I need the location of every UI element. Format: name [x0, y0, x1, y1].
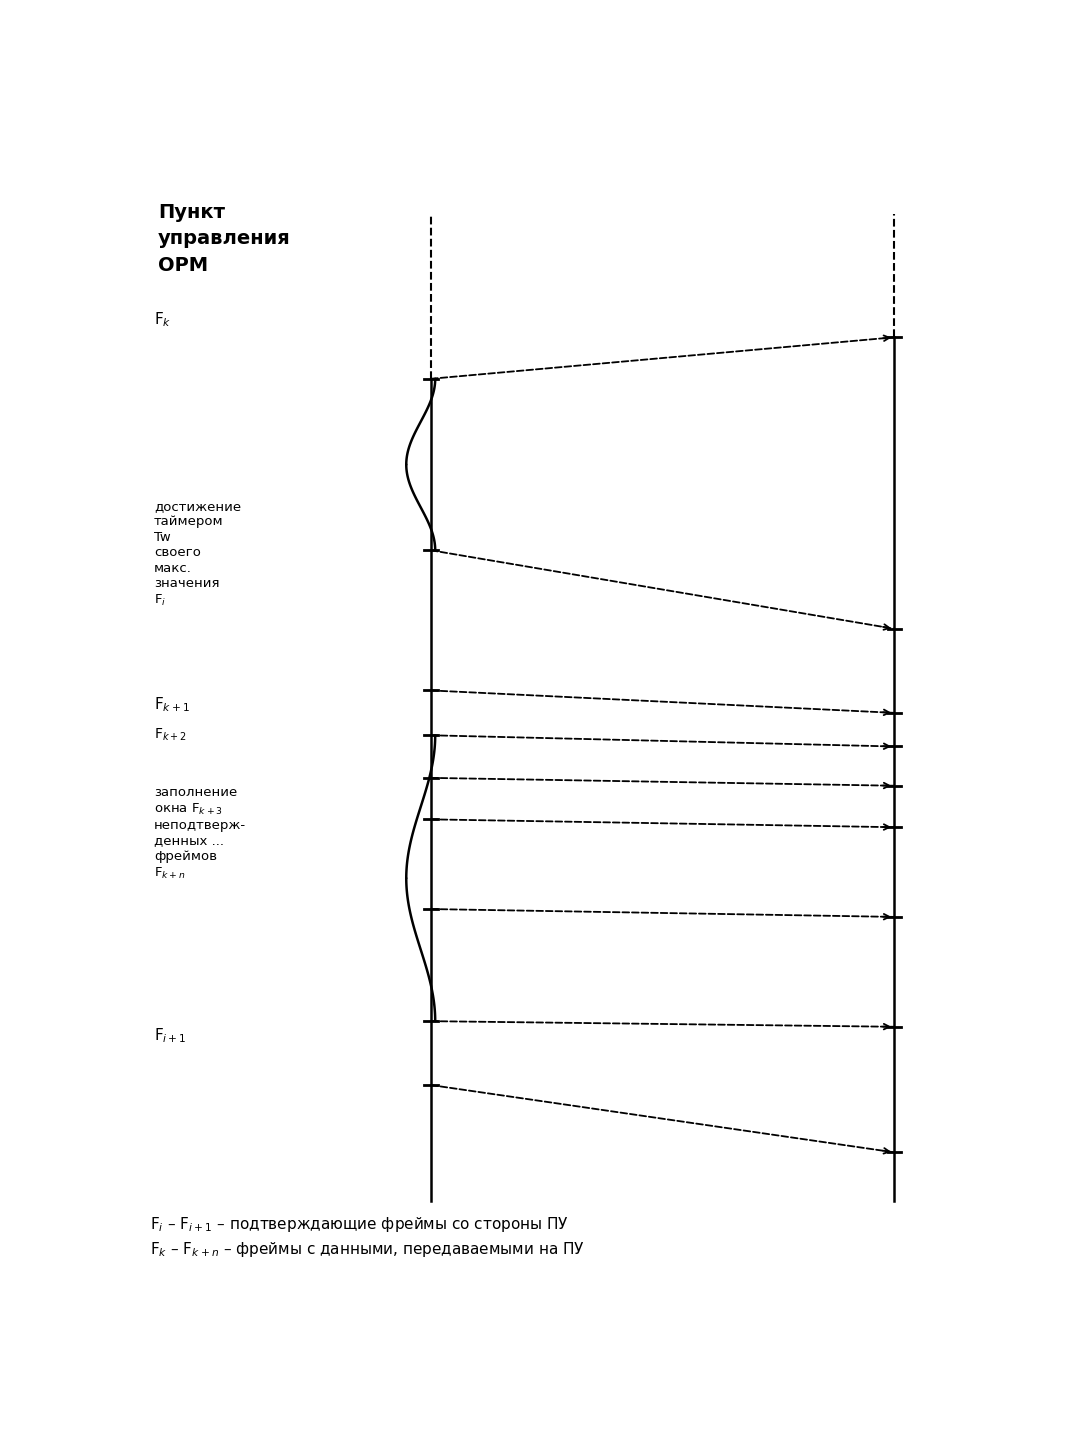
- Text: Пункт
управления
ОРМ: Пункт управления ОРМ: [158, 202, 291, 275]
- Text: F$_{k+2}$: F$_{k+2}$: [154, 727, 187, 744]
- Text: F$_k$: F$_k$: [154, 310, 172, 329]
- Text: заполнение
окна F$_{k+3}$
неподтверж-
денных ...
фреймов
F$_{k+n}$: заполнение окна F$_{k+3}$ неподтверж- де…: [154, 786, 246, 881]
- Text: F$_{k+1}$: F$_{k+1}$: [154, 696, 190, 715]
- Text: достижение
таймером
Tw
своего
макс.
значения
F$_i$: достижение таймером Tw своего макс. знач…: [154, 499, 241, 609]
- Text: F$_{i+1}$: F$_{i+1}$: [154, 1026, 187, 1045]
- Text: F$_i$ – F$_{i+1}$ – подтверждающие фреймы со стороны ПУ
F$_k$ – F$_{k+n}$ – фрей: F$_i$ – F$_{i+1}$ – подтверждающие фрейм…: [149, 1216, 585, 1259]
